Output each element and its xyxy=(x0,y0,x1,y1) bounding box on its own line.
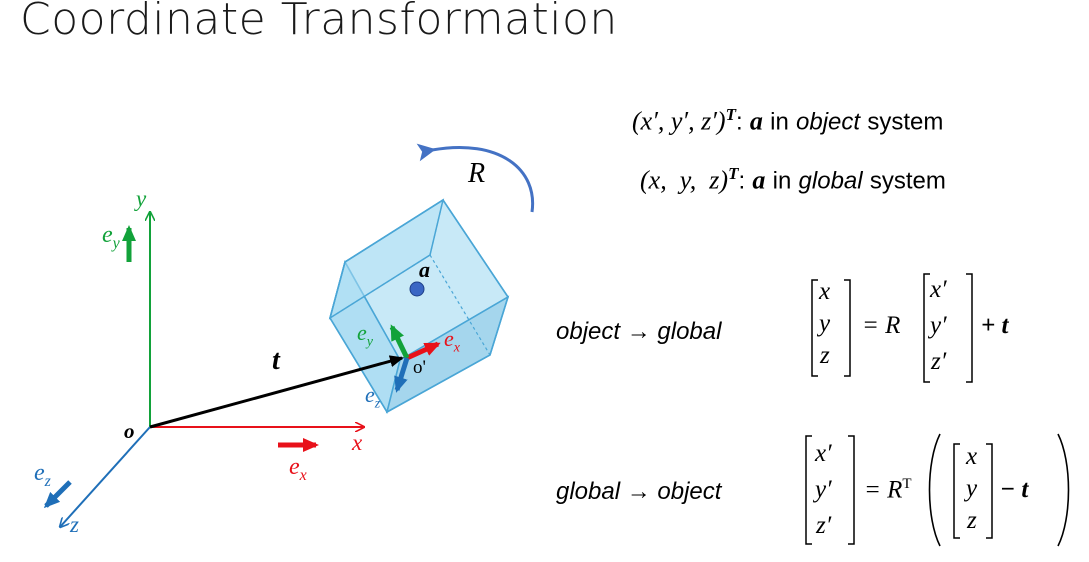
eq2-lhs-z: z′ xyxy=(816,512,832,539)
eq1-rhs-z: z′ xyxy=(931,348,947,375)
translation-label: t xyxy=(272,345,280,376)
global-y-label: y xyxy=(136,186,147,211)
eq1-equals-r: = R xyxy=(862,312,901,339)
global-z-axis xyxy=(60,426,151,527)
object-ez-label: ez xyxy=(365,382,381,412)
eq2-lhs-x: x′ xyxy=(815,440,832,467)
point-a-label: a xyxy=(419,257,430,282)
object-cube xyxy=(328,198,510,414)
eq1-rhs-x: x′ xyxy=(930,276,947,303)
eq1-lhs-y: y xyxy=(819,310,831,337)
object-ex-label: ex xyxy=(444,326,460,356)
eq1-tail: + t xyxy=(981,312,1009,339)
translation-vector xyxy=(149,355,404,429)
global-ez-arrow xyxy=(43,480,72,509)
eq2-equals-r: = RT xyxy=(864,476,912,504)
eq2-label: global → object xyxy=(556,478,722,505)
eq1-lhs-z: z xyxy=(820,342,830,369)
point-a xyxy=(409,281,425,297)
object-ey-arrow xyxy=(389,324,410,360)
definition-global-system: (x, y, z)T: a in global system xyxy=(640,164,946,195)
object-ez-arrow xyxy=(394,357,410,393)
eq1-matrices xyxy=(811,273,973,383)
eq2-lhs-y: y′ xyxy=(815,476,832,503)
rotation-arrow xyxy=(416,143,535,213)
global-ez-label: ez xyxy=(34,460,51,490)
rotation-label: R xyxy=(468,158,486,189)
eq2-rhs-z: z xyxy=(967,507,977,534)
global-z-label: z xyxy=(70,512,79,537)
definition-object-system: (x′, y′, z′)T: a in object system xyxy=(632,105,944,136)
global-x-label: x xyxy=(352,430,363,455)
object-origin-label: o' xyxy=(413,357,426,378)
eq2-rhs-x: x xyxy=(966,443,978,470)
eq2-rhs-y: y xyxy=(966,475,978,502)
eq1-label: object → global xyxy=(556,318,722,345)
eq1-lhs-x: x xyxy=(819,278,831,305)
eq2-tail: − t xyxy=(1000,476,1029,503)
eq2-matrices xyxy=(805,433,1070,547)
global-ex-label: ex xyxy=(289,454,307,484)
slide-title: Coordinate Transformation xyxy=(20,0,618,45)
object-ey-label: ey xyxy=(357,320,373,350)
global-ey-label: ey xyxy=(102,222,120,252)
object-ex-arrow xyxy=(405,341,441,361)
global-origin-label: o xyxy=(124,419,135,443)
eq1-rhs-y: y′ xyxy=(930,312,947,339)
